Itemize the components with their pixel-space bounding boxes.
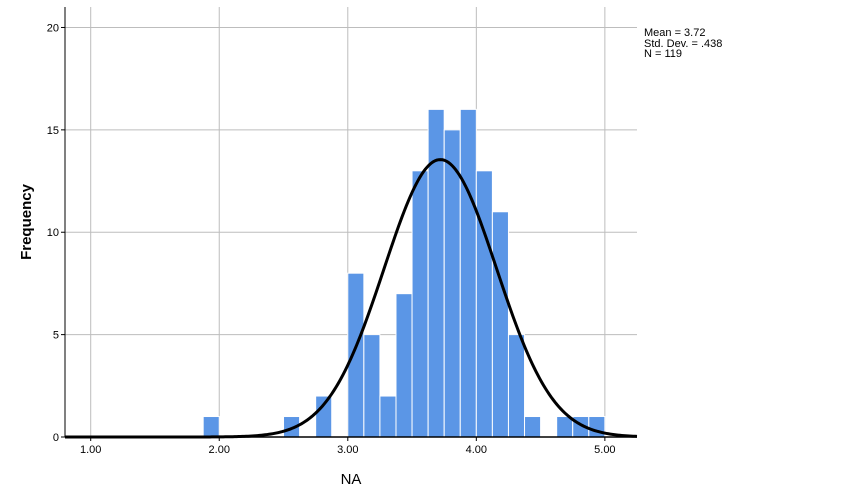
histogram-bar (395, 293, 413, 438)
histogram-bar (363, 334, 381, 438)
x-tick-label: 4.00 (466, 444, 487, 456)
y-tick-label: 0 (53, 432, 59, 444)
histogram-bar (379, 395, 397, 438)
x-axis-title: NA (341, 471, 362, 488)
x-tick-label: 1.00 (80, 444, 101, 456)
y-axis-title: Frequency (18, 183, 35, 260)
x-tick-label: 3.00 (337, 444, 358, 456)
histogram-bar (524, 416, 542, 438)
histogram-bar (556, 416, 574, 438)
histogram-bar (315, 395, 333, 438)
x-tick-label: 2.00 (209, 444, 230, 456)
y-tick-label: 20 (47, 22, 59, 34)
stats-n: N = 119 (644, 48, 682, 60)
grid-layer (65, 7, 637, 437)
histogram-bar (475, 170, 493, 438)
axes-layer (61, 7, 637, 441)
histogram-bar (507, 334, 526, 438)
histogram-bar (411, 170, 429, 438)
histogram-bar (347, 272, 365, 438)
labels-layer: 0 5 10 15 20 1.00 2.00 3.00 4.00 5.00 (47, 22, 616, 456)
y-tick-label: 10 (47, 227, 59, 239)
stats-std-dev: Std. Dev. = .438 (644, 38, 722, 50)
histogram-bar (491, 211, 509, 438)
y-tick-label: 5 (53, 330, 59, 342)
histogram-bar (443, 129, 461, 438)
histogram-bar (459, 108, 477, 438)
stats-mean: Mean = 3.72 (644, 27, 705, 39)
histogram-bar (202, 416, 220, 438)
y-tick-label: 15 (47, 125, 59, 137)
x-tick-label: 5.00 (594, 444, 615, 456)
